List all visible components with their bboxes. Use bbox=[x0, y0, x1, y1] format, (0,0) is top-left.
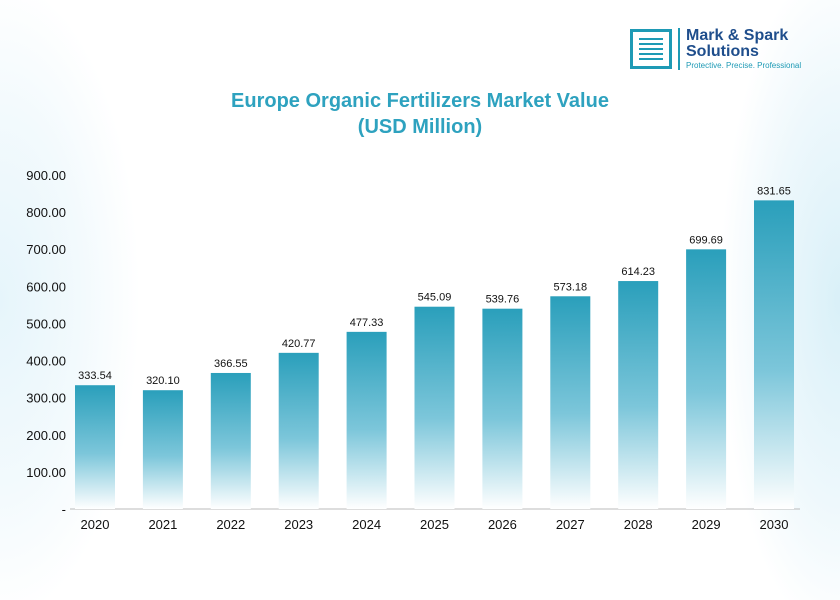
data-label-2025: 545.09 bbox=[418, 292, 452, 304]
bar-2026 bbox=[482, 308, 523, 509]
x-tick-label-2028: 2028 bbox=[624, 517, 653, 532]
document-icon bbox=[630, 29, 672, 69]
data-label-2029: 699.69 bbox=[689, 234, 723, 246]
y-tick-label: - bbox=[62, 502, 66, 517]
chart-title-block: Europe Organic Fertilizers Market Value … bbox=[0, 88, 840, 140]
background-decoration-left bbox=[0, 0, 140, 600]
bar-2024 bbox=[346, 331, 387, 509]
logo-name-line1: Mark & Spark bbox=[686, 27, 789, 44]
x-tick-label-2027: 2027 bbox=[556, 517, 585, 532]
bar-2030 bbox=[754, 200, 794, 509]
data-label-2024: 477.33 bbox=[350, 317, 384, 329]
bar-2020 bbox=[75, 385, 115, 509]
y-tick-label: 500.00 bbox=[26, 316, 66, 331]
data-label-2022: 366.55 bbox=[214, 358, 248, 370]
data-label-2021: 320.10 bbox=[146, 375, 180, 387]
company-logo: Mark & Spark Solutions Protective. Preci… bbox=[630, 28, 801, 70]
x-tick-label-2026: 2026 bbox=[488, 517, 517, 532]
y-tick-label: 200.00 bbox=[26, 428, 66, 443]
x-tick-label-2021: 2021 bbox=[148, 517, 177, 532]
bar-2027 bbox=[550, 296, 591, 509]
logo-name-line2: Solutions bbox=[686, 43, 759, 60]
x-tick-label-2029: 2029 bbox=[692, 517, 721, 532]
logo-divider bbox=[678, 28, 680, 70]
x-tick-label-2030: 2030 bbox=[760, 517, 789, 532]
data-label-2030: 831.65 bbox=[757, 185, 791, 197]
x-tick-label-2024: 2024 bbox=[352, 517, 381, 532]
bar-2029 bbox=[686, 249, 727, 509]
x-tick-label-2025: 2025 bbox=[420, 517, 449, 532]
chart-subtitle: (USD Million) bbox=[357, 116, 483, 138]
y-tick-label: 100.00 bbox=[26, 465, 66, 480]
x-tick-label-2023: 2023 bbox=[284, 517, 313, 532]
data-label-2026: 539.76 bbox=[486, 294, 520, 306]
x-tick-label-2020: 2020 bbox=[81, 517, 110, 532]
chart-title: Europe Organic Fertilizers Market Value bbox=[231, 90, 609, 112]
y-tick-label: 300.00 bbox=[26, 391, 66, 406]
bar-2028 bbox=[618, 281, 659, 509]
data-label-2028: 614.23 bbox=[621, 266, 655, 278]
y-tick-label: 800.00 bbox=[26, 205, 66, 220]
data-label-2023: 420.77 bbox=[282, 338, 316, 350]
y-tick-label: 900.00 bbox=[26, 168, 66, 183]
y-tick-label: 400.00 bbox=[26, 354, 66, 369]
bar-2022 bbox=[210, 372, 251, 509]
y-tick-label: 600.00 bbox=[26, 279, 66, 294]
y-tick-label: 700.00 bbox=[26, 242, 66, 257]
data-label-2020: 333.54 bbox=[78, 370, 112, 382]
logo-tagline: Protective. Precise. Professional bbox=[686, 61, 802, 70]
x-tick-label-2022: 2022 bbox=[216, 517, 245, 532]
bar-2021 bbox=[142, 390, 183, 509]
bar-2023 bbox=[278, 352, 319, 509]
bar-2025 bbox=[414, 306, 455, 509]
data-label-2027: 573.18 bbox=[553, 281, 587, 293]
